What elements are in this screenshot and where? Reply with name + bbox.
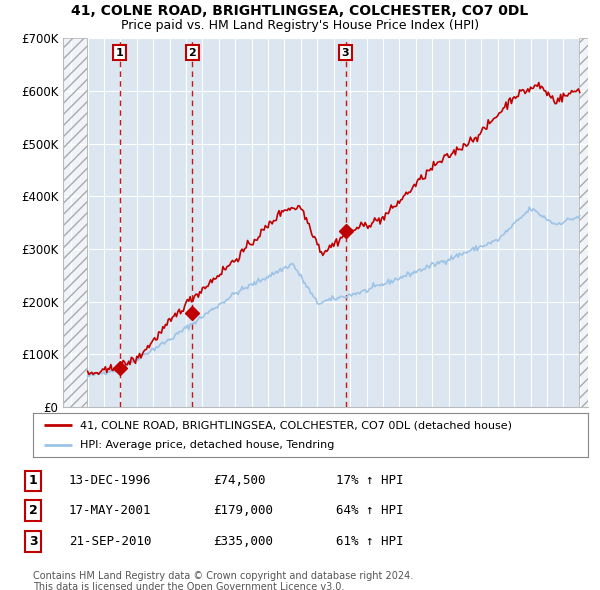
Text: 2: 2 bbox=[188, 48, 196, 58]
Text: 41, COLNE ROAD, BRIGHTLINGSEA, COLCHESTER, CO7 0DL (detached house): 41, COLNE ROAD, BRIGHTLINGSEA, COLCHESTE… bbox=[80, 421, 512, 430]
Text: 3: 3 bbox=[29, 535, 37, 548]
Bar bbox=[63, 38, 87, 407]
Text: HPI: Average price, detached house, Tendring: HPI: Average price, detached house, Tend… bbox=[80, 440, 335, 450]
Text: 1: 1 bbox=[116, 48, 124, 58]
Text: 3: 3 bbox=[342, 48, 349, 58]
Text: £179,000: £179,000 bbox=[213, 504, 273, 517]
Text: Price paid vs. HM Land Registry's House Price Index (HPI): Price paid vs. HM Land Registry's House … bbox=[121, 19, 479, 32]
Text: 2: 2 bbox=[29, 504, 37, 517]
Text: £74,500: £74,500 bbox=[213, 474, 265, 487]
Text: 17-MAY-2001: 17-MAY-2001 bbox=[69, 504, 151, 517]
Text: 64% ↑ HPI: 64% ↑ HPI bbox=[336, 504, 404, 517]
Bar bbox=[579, 38, 588, 407]
Bar bbox=[63, 38, 87, 407]
Text: Contains HM Land Registry data © Crown copyright and database right 2024.
This d: Contains HM Land Registry data © Crown c… bbox=[33, 571, 413, 590]
Text: 1: 1 bbox=[29, 474, 37, 487]
Text: 61% ↑ HPI: 61% ↑ HPI bbox=[336, 535, 404, 548]
Text: £335,000: £335,000 bbox=[213, 535, 273, 548]
Text: 41, COLNE ROAD, BRIGHTLINGSEA, COLCHESTER, CO7 0DL: 41, COLNE ROAD, BRIGHTLINGSEA, COLCHESTE… bbox=[71, 4, 529, 18]
Text: 21-SEP-2010: 21-SEP-2010 bbox=[69, 535, 151, 548]
Text: 17% ↑ HPI: 17% ↑ HPI bbox=[336, 474, 404, 487]
Bar bbox=[579, 38, 588, 407]
Text: 13-DEC-1996: 13-DEC-1996 bbox=[69, 474, 151, 487]
